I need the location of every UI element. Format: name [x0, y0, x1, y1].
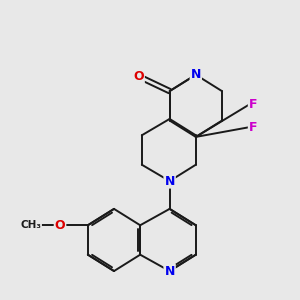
Text: F: F — [249, 121, 257, 134]
Text: N: N — [164, 265, 175, 278]
Text: N: N — [190, 68, 201, 81]
Text: N: N — [164, 175, 175, 188]
Text: O: O — [133, 70, 144, 83]
Text: CH₃: CH₃ — [20, 220, 41, 230]
Text: F: F — [249, 98, 257, 111]
Text: O: O — [55, 219, 65, 232]
